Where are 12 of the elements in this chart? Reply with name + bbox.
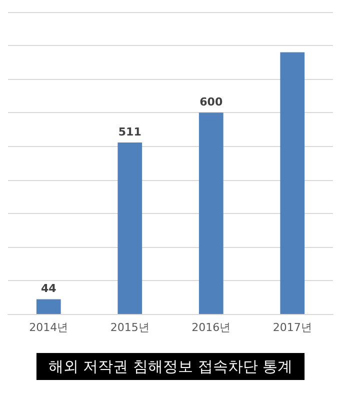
- x-tick-label: 2016년: [192, 321, 231, 334]
- text: 해외 저작권 침해정보 접속차단 통계: [48, 358, 293, 376]
- x-tick-label: 2015년: [110, 321, 150, 334]
- bar: [280, 52, 305, 314]
- x-tick-label: 2014년: [29, 321, 68, 334]
- x-tick-label: 2017년: [272, 321, 312, 334]
- data-label: 600: [200, 96, 223, 109]
- bar: [198, 112, 224, 314]
- bar: [36, 299, 61, 314]
- bar: [118, 142, 142, 314]
- data-label: 44: [40, 282, 57, 296]
- data-label: 511: [118, 126, 142, 139]
